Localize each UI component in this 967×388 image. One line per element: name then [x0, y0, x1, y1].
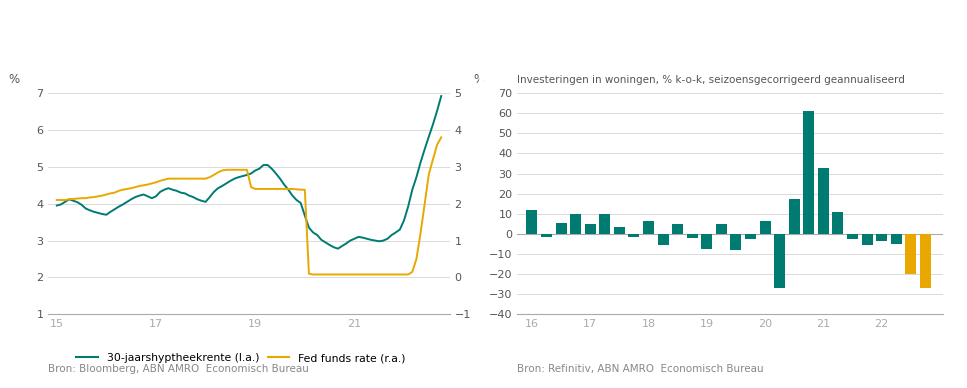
- Bar: [730, 234, 742, 250]
- Bar: [745, 234, 756, 239]
- Text: Investeringen in woningen, % k-o-k, seizoensgecorrigeerd geannualiseerd: Investeringen in woningen, % k-o-k, seiz…: [517, 75, 905, 85]
- Bar: [716, 224, 727, 234]
- Bar: [600, 214, 610, 234]
- Bar: [541, 234, 552, 237]
- Bar: [847, 234, 858, 239]
- Bar: [804, 111, 814, 234]
- Text: Bron: Bloomberg, ABN AMRO  Economisch Bureau: Bron: Bloomberg, ABN AMRO Economisch Bur…: [48, 364, 309, 374]
- Bar: [643, 221, 654, 234]
- Bar: [775, 234, 785, 288]
- Bar: [701, 234, 713, 249]
- Bar: [526, 210, 538, 234]
- Bar: [891, 234, 902, 244]
- Legend: 30-jaarshyptheekrente (l.a.), Fed funds rate (r.a.): 30-jaarshyptheekrente (l.a.), Fed funds …: [72, 349, 410, 367]
- Text: ...waardoor de investeringen in woningen in de VS in
2022 afnemen.: ...waardoor de investeringen in woningen…: [500, 21, 899, 52]
- Bar: [789, 199, 800, 234]
- Bar: [555, 223, 567, 234]
- Bar: [818, 168, 829, 234]
- Bar: [658, 234, 668, 245]
- Text: %: %: [474, 73, 484, 87]
- Text: De hypotheekrente steeg eerder dan de fed funds
rate...: De hypotheekrente steeg eerder dan de fe…: [12, 21, 388, 52]
- Bar: [876, 234, 887, 241]
- Bar: [920, 234, 931, 288]
- Bar: [614, 227, 625, 234]
- Bar: [862, 234, 872, 245]
- Bar: [687, 234, 698, 238]
- Text: Bron: Refinitiv, ABN AMRO  Economisch Bureau: Bron: Refinitiv, ABN AMRO Economisch Bur…: [517, 364, 764, 374]
- Bar: [672, 224, 683, 234]
- Bar: [571, 214, 581, 234]
- Bar: [833, 212, 843, 234]
- Bar: [585, 224, 596, 234]
- Bar: [759, 221, 771, 234]
- Text: %: %: [9, 73, 19, 87]
- Bar: [905, 234, 917, 274]
- Bar: [629, 234, 639, 237]
